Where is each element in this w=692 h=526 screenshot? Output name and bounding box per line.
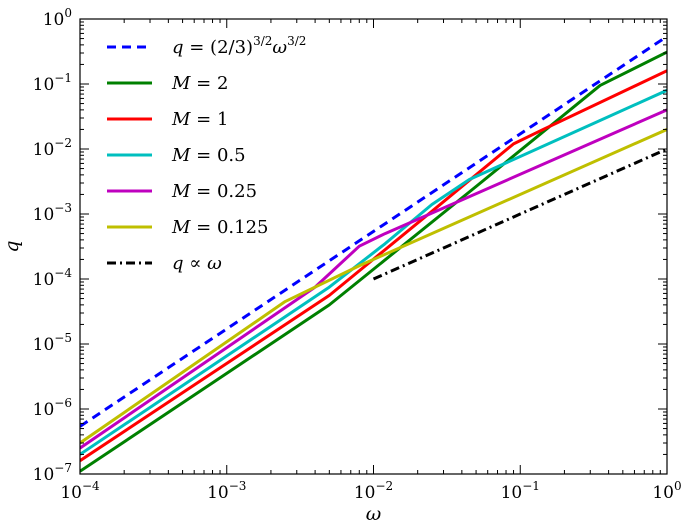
legend-label-6: q ∝ ω: [172, 253, 222, 274]
legend: q = (2/3)3/2ω3/2 M = 2 M = 1 M = 0.5 M = 0.2…: [107, 34, 306, 274]
series-line-6: [372, 147, 667, 281]
legend-label-3: M = 0.5: [171, 145, 246, 166]
x-axis-label: ω: [366, 503, 382, 525]
series-line-1: [80, 50, 667, 473]
y-tick-label: 10−6: [33, 396, 72, 420]
y-tick-label: 10−1: [33, 71, 72, 95]
legend-label-2: M = 1: [171, 109, 228, 130]
y-tick-label: 10−2: [33, 136, 72, 160]
x-tick-label: 10−3: [207, 479, 246, 503]
y-tick-label: 10−7: [33, 461, 72, 485]
y-tick-label: 10−5: [33, 331, 72, 355]
x-tick-label: 10−1: [501, 479, 540, 503]
series-line-4: [80, 108, 667, 450]
series-layer: [80, 35, 667, 473]
legend-label-0: q = (2/3)3/2ω3/2: [172, 34, 306, 58]
x-tick-label: 10−2: [354, 479, 393, 503]
x-tick-label: 10−4: [60, 479, 100, 503]
series-line-5: [80, 128, 667, 445]
legend-label-4: M = 0.25: [171, 181, 257, 202]
y-axis-label: q: [1, 240, 23, 252]
plot-frame: [79, 18, 668, 475]
x-tick-label: 100: [652, 479, 681, 503]
legend-label-5: M = 0.125: [171, 217, 269, 238]
series-line-0: [80, 35, 667, 428]
ticks-layer: [79, 18, 668, 475]
y-tick-label: 10−3: [33, 201, 72, 225]
tick-labels: 10−4 10−3 10−2 10−1 100 10−7 10−6 10−5 10−4 10−3 1…: [33, 6, 682, 503]
y-tick-label: 10−4: [33, 266, 73, 290]
y-tick-label: 100: [43, 6, 72, 30]
legend-label-1: M = 2: [171, 73, 228, 94]
